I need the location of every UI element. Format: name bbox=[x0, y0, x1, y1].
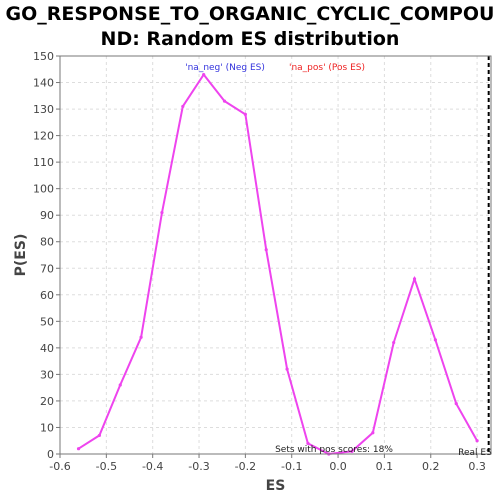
x-tick-label: -0.6 bbox=[49, 460, 70, 473]
series-line bbox=[77, 72, 478, 456]
series-points bbox=[76, 72, 479, 456]
series-point bbox=[202, 72, 206, 77]
series-point bbox=[118, 383, 122, 387]
chart-title-line-2: ND: Random ES distribution bbox=[100, 28, 400, 50]
real-es-label: Real ES bbox=[458, 448, 492, 458]
x-tick-label: -0.4 bbox=[142, 460, 163, 473]
y-tick-label: 100 bbox=[33, 183, 54, 196]
series-point bbox=[433, 338, 437, 342]
x-axis-label: ES bbox=[266, 478, 286, 494]
x-tick-label: -0.1 bbox=[281, 460, 302, 473]
y-tick-label: 40 bbox=[40, 342, 54, 355]
y-axis-ticks: 0 10 20 30 40 50 60 70 80 90 100 110 120 130 140 150 bbox=[33, 50, 60, 461]
plot-area bbox=[60, 56, 491, 454]
y-tick-label: 30 bbox=[40, 368, 54, 381]
series-point bbox=[306, 441, 310, 445]
series-point bbox=[285, 367, 289, 371]
x-axis-ticks: -0.6 -0.5 -0.4 -0.3 -0.2 -0.1 0.0 0.1 0.2 0.3 bbox=[49, 454, 486, 473]
y-tick-label: 20 bbox=[40, 395, 54, 408]
y-tick-label: 50 bbox=[40, 315, 54, 328]
series-point bbox=[76, 447, 81, 451]
series-point bbox=[412, 277, 417, 281]
y-tick-label: 70 bbox=[40, 262, 54, 275]
grid-vertical bbox=[59, 56, 478, 454]
plot-border bbox=[59, 55, 492, 455]
y-tick-label: 0 bbox=[47, 448, 54, 461]
y-tick-label: 140 bbox=[33, 77, 54, 90]
y-tick-label: 90 bbox=[40, 209, 54, 222]
x-tick-label: 0.3 bbox=[468, 460, 486, 473]
series-point bbox=[243, 112, 247, 116]
y-tick-label: 120 bbox=[33, 130, 54, 143]
y-axis-label: P(ES) bbox=[13, 234, 29, 277]
series-point bbox=[454, 401, 458, 406]
legend-pos-entry: 'na_pos' (Pos ES) bbox=[289, 63, 365, 73]
y-tick-label: 130 bbox=[33, 103, 54, 116]
series-point bbox=[350, 449, 354, 453]
series-point bbox=[475, 439, 479, 443]
y-tick-label: 10 bbox=[40, 421, 54, 434]
series-point bbox=[371, 431, 375, 435]
y-tick-label: 80 bbox=[40, 236, 54, 249]
x-tick-label: 0.1 bbox=[376, 460, 394, 473]
series-point bbox=[392, 340, 396, 345]
x-tick-label: 0.2 bbox=[422, 460, 440, 473]
x-tick-label: -0.2 bbox=[235, 460, 256, 473]
chart-title-line-1: GO_RESPONSE_TO_ORGANIC_CYCLIC_COMPOU bbox=[5, 3, 495, 25]
y-tick-label: 60 bbox=[40, 289, 54, 302]
chart-title: GO_RESPONSE_TO_ORGANIC_CYCLIC_COMPOU ND:… bbox=[0, 2, 500, 52]
series-point bbox=[97, 433, 101, 438]
x-tick-label: -0.5 bbox=[96, 460, 117, 473]
x-tick-label: -0.3 bbox=[188, 460, 209, 473]
x-tick-label: 0.0 bbox=[329, 460, 347, 473]
y-tick-label: 110 bbox=[33, 156, 54, 169]
y-tick-label: 150 bbox=[33, 50, 54, 63]
series-point bbox=[264, 248, 268, 252]
series-point bbox=[181, 104, 185, 109]
series-point bbox=[139, 335, 143, 339]
legend-neg-entry: 'na_neg' (Neg ES) bbox=[185, 63, 265, 73]
pos-scores-annotation: Sets with pos scores: 18% bbox=[275, 445, 393, 455]
series-point bbox=[222, 99, 227, 103]
series-point bbox=[160, 210, 164, 215]
